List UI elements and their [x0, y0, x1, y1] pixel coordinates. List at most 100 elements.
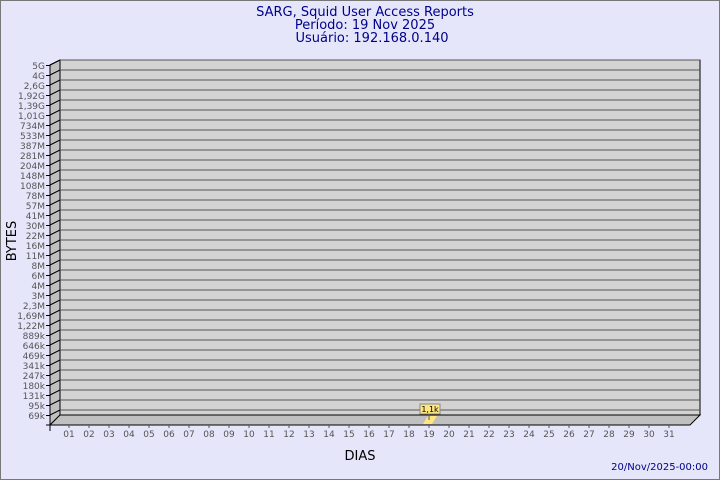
y-tick-label: 4G	[32, 72, 45, 82]
bar-day-19	[423, 416, 437, 424]
y-tick-label: 1,01G	[18, 112, 45, 122]
y-tick-label: 247k	[23, 372, 46, 382]
footer-date: 20/Nov/2025-00:00	[611, 462, 708, 473]
x-tick-label: 09	[223, 430, 235, 440]
gridline-side	[49, 89, 61, 96]
gridline-side	[49, 129, 61, 136]
x-tick-label: 14	[323, 430, 335, 440]
gridline-side	[49, 339, 61, 346]
x-tick-label: 21	[463, 430, 474, 440]
gridline-side	[49, 279, 61, 286]
chart-user: Usuário: 192.168.0.140	[295, 31, 448, 46]
gridline-side	[49, 219, 61, 226]
y-tick-label: 1,22M	[17, 322, 45, 332]
plot-back-wall	[59, 59, 701, 416]
bar-label-box	[419, 403, 441, 415]
x-tick-label: 01	[63, 430, 74, 440]
x-tick-label: 15	[343, 430, 354, 440]
gridline-side	[49, 79, 61, 86]
y-tick-label: 1,39G	[18, 102, 45, 112]
x-tick-label: 26	[563, 430, 575, 440]
y-tick-label: 469k	[23, 352, 46, 362]
y-tick-label: 41M	[26, 212, 45, 222]
gridline-side	[49, 309, 61, 316]
bar-label: 1,1k	[421, 405, 439, 414]
x-tick-label: 30	[643, 430, 655, 440]
y-tick-label: 108M	[20, 182, 45, 192]
y-tick-label: 2,6G	[24, 82, 45, 92]
y-tick-label: 16M	[26, 242, 45, 252]
gridline-side	[49, 369, 61, 376]
x-tick-label: 06	[163, 430, 175, 440]
y-tick-label: 533M	[20, 132, 45, 142]
gridline-side	[49, 359, 61, 366]
x-tick-label: 10	[243, 430, 255, 440]
y-tick-label: 78M	[26, 192, 45, 202]
gridline-side	[49, 329, 61, 336]
gridline-side	[49, 249, 61, 256]
y-tick-label: 1,69M	[17, 312, 45, 322]
x-tick-label: 03	[103, 430, 114, 440]
gridline-side	[49, 109, 61, 116]
x-tick-label: 13	[303, 430, 314, 440]
y-tick-label: 281M	[20, 152, 45, 162]
gridline-side	[49, 169, 61, 176]
gridline-side	[49, 139, 61, 146]
x-tick-label: 08	[203, 430, 215, 440]
y-tick-label: 204M	[20, 162, 45, 172]
y-tick-label: 889k	[23, 332, 46, 342]
gridline-side	[49, 99, 61, 106]
gridline-side	[49, 149, 61, 156]
gridline-side	[49, 409, 61, 416]
x-tick-label: 04	[123, 430, 135, 440]
gridline-side	[49, 199, 61, 206]
y-tick-label: 341k	[23, 362, 46, 372]
y-tick-label: 646k	[23, 342, 46, 352]
y-tick-label: 148M	[20, 172, 45, 182]
gridline-side	[49, 119, 61, 126]
gridline-side	[49, 319, 61, 326]
gridline-side	[49, 69, 61, 76]
y-tick-label: 69k	[28, 412, 45, 422]
chart-title: SARG, Squid User Access Reports	[256, 5, 474, 20]
gridline-side	[49, 349, 61, 356]
x-axis-label: DIAS	[345, 449, 376, 464]
y-tick-label: 5G	[32, 62, 45, 72]
x-tick-label: 05	[143, 430, 154, 440]
y-tick-label: 2,3M	[23, 302, 45, 312]
y-tick-label: 4M	[32, 282, 46, 292]
y-tick-label: 3M	[32, 292, 46, 302]
gridline-side	[49, 379, 61, 386]
y-tick-label: 180k	[23, 382, 46, 392]
y-tick-label: 387M	[20, 142, 45, 152]
gridline-side	[49, 179, 61, 186]
x-tick-label: 28	[603, 430, 615, 440]
x-tick-label: 17	[383, 430, 394, 440]
y-tick-label: 30M	[26, 222, 45, 232]
x-tick-label: 19	[423, 430, 435, 440]
gridline-side	[49, 269, 61, 276]
y-tick-label: 6M	[32, 272, 46, 282]
x-tick-label: 11	[263, 430, 274, 440]
x-tick-label: 18	[403, 430, 415, 440]
x-tick-label: 22	[483, 430, 494, 440]
gridline-side	[49, 399, 61, 406]
x-tick-label: 20	[443, 430, 455, 440]
x-tick-label: 25	[543, 430, 554, 440]
y-axis-label: BYTES	[5, 221, 20, 262]
gridline-side	[49, 389, 61, 396]
x-tick-label: 24	[523, 430, 535, 440]
x-tick-label: 16	[363, 430, 375, 440]
y-tick-label: 734M	[20, 122, 45, 132]
gridline-side	[49, 59, 61, 66]
gridline-side	[49, 229, 61, 236]
x-tick-label: 07	[183, 430, 194, 440]
plot-floor	[48, 414, 702, 426]
y-tick-label: 11M	[26, 252, 45, 262]
y-tick-label: 131k	[23, 392, 46, 402]
y-tick-label: 95k	[28, 402, 45, 412]
y-tick-label: 22M	[26, 232, 45, 242]
chart-period: Período: 19 Nov 2025	[295, 18, 435, 33]
x-tick-label: 02	[83, 430, 94, 440]
y-tick-label: 1,92G	[18, 92, 45, 102]
